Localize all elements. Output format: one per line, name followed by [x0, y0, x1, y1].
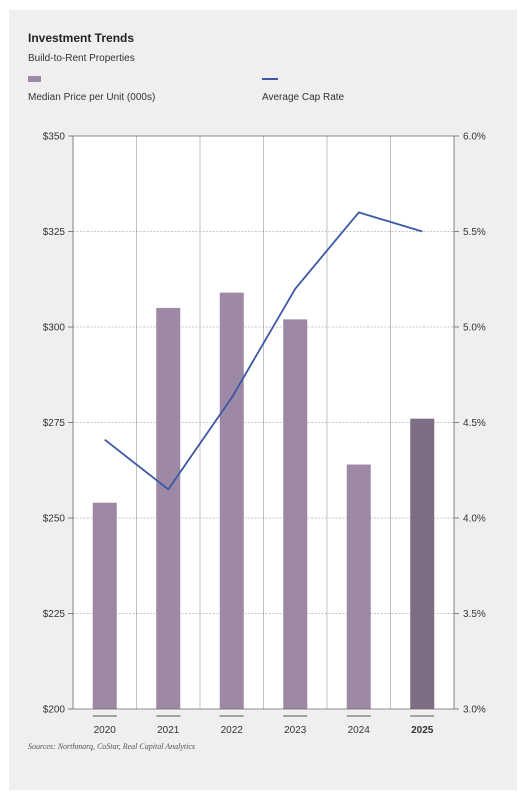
- right-axis-tick-label: 4.0%: [463, 514, 486, 525]
- left-axis-tick-label: $200: [43, 705, 66, 716]
- right-axis-tick-label: 4.5%: [463, 418, 486, 429]
- x-axis-label-2021: 2021: [157, 725, 180, 736]
- x-axis-label-2025: 2025: [411, 725, 434, 736]
- cap-rate-line: [104, 211, 423, 491]
- x-axis-label-2024: 2024: [348, 725, 371, 736]
- source-note: Sources: Northmarq, CoStar, Real Capital…: [28, 742, 196, 751]
- left-axis-tick-label: $225: [43, 609, 66, 620]
- bar-2023: [283, 319, 308, 709]
- chart-title: Investment Trends: [28, 31, 135, 45]
- legend-label-price: Median Price per Unit (000s): [28, 92, 156, 103]
- legend-swatch-cap-rate: [262, 78, 278, 80]
- legend-label-cap-rate: Average Cap Rate: [262, 92, 345, 103]
- legend-swatch-price: [28, 76, 41, 82]
- right-axis-tick-label: 3.0%: [463, 705, 486, 716]
- bar-2024: [346, 464, 371, 709]
- right-axis-tick-label: 5.5%: [463, 227, 486, 238]
- right-axis-tick-label: 5.0%: [463, 323, 486, 334]
- chart-subtitle: Build-to-Rent Properties: [28, 53, 135, 64]
- right-axis-tick-label: 3.5%: [463, 609, 486, 620]
- left-axis-tick-label: $250: [43, 514, 66, 525]
- bar-2021: [156, 307, 181, 709]
- bar-2022: [219, 292, 244, 709]
- x-axis-label-2023: 2023: [284, 725, 307, 736]
- bar-2025: [410, 418, 435, 709]
- left-axis-tick-label: $350: [43, 132, 66, 143]
- right-axis-tick-label: 6.0%: [463, 132, 486, 143]
- x-axis-label-2020: 2020: [94, 725, 117, 736]
- bar-2020: [92, 502, 117, 709]
- left-axis-tick-label: $275: [43, 418, 66, 429]
- left-axis-tick-label: $300: [43, 323, 66, 334]
- x-axis-label-2022: 2022: [221, 725, 244, 736]
- left-axis-tick-label: $325: [43, 227, 66, 238]
